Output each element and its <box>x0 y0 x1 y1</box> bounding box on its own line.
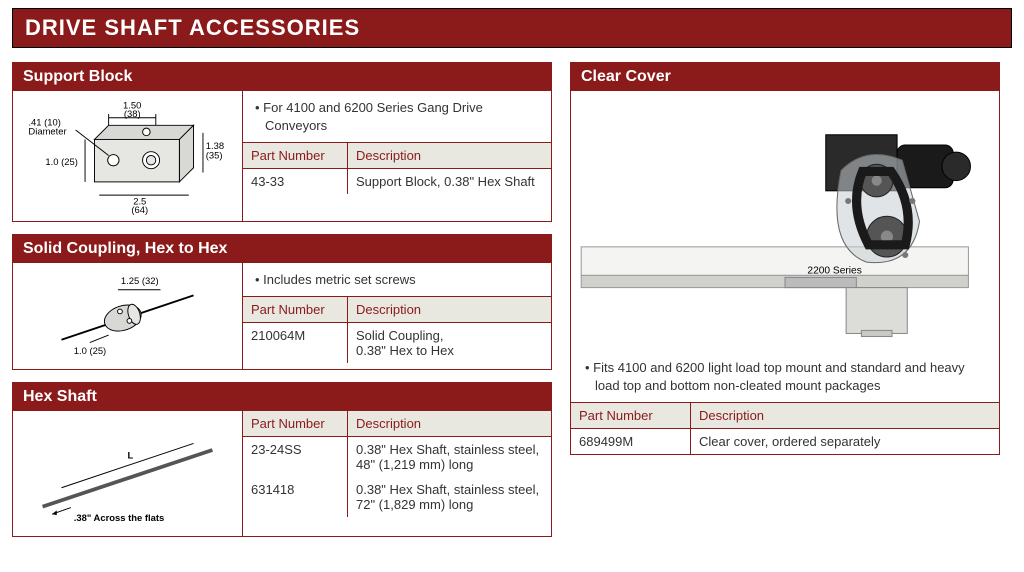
columns: Support Block <box>12 62 1012 537</box>
table-row: 43-33 Support Block, 0.38" Hex Shaft <box>243 169 551 194</box>
coupling-diagram: 1.25 (32) 1.0 (25) <box>13 263 243 369</box>
table-header: Part Number Description <box>571 403 999 429</box>
right-column: Clear Cover 2200 Series <box>570 62 1000 537</box>
section-title: Hex Shaft <box>13 383 551 411</box>
svg-text:(38): (38) <box>124 108 141 119</box>
th-part: Part Number <box>243 143 348 168</box>
svg-text:Diameter: Diameter <box>28 126 66 137</box>
cell-desc: Solid Coupling, 0.38" Hex to Hex <box>348 323 551 363</box>
support-block-diagram: 1.50 (38) 1.38 (35) 1.0 (25) 2.5 (64) .4… <box>13 91 243 221</box>
page-title: DRIVE SHAFT ACCESSORIES <box>12 8 1012 48</box>
th-part: Part Number <box>243 297 348 322</box>
th-desc: Description <box>348 297 551 322</box>
table-header: Part Number Description <box>243 143 551 169</box>
svg-text:L: L <box>128 450 134 461</box>
table-row: 23-24SS 0.38" Hex Shaft, stainless steel… <box>243 437 551 477</box>
section-support-block: Support Block <box>12 62 552 222</box>
note: • For 4100 and 6200 Series Gang Drive Co… <box>243 91 551 143</box>
section-clear-cover: Clear Cover 2200 Series <box>570 62 1000 455</box>
clear-cover-photo: 2200 Series <box>571 91 999 351</box>
cell-part: 43-33 <box>243 169 348 194</box>
th-part: Part Number <box>571 403 691 428</box>
table-header: Part Number Description <box>243 297 551 323</box>
cell-desc: 0.38" Hex Shaft, stainless steel, 48" (1… <box>348 437 551 477</box>
svg-text:(35): (35) <box>206 149 223 160</box>
th-part: Part Number <box>243 411 348 436</box>
table-header: Part Number Description <box>243 411 551 437</box>
svg-text:(64): (64) <box>131 204 148 215</box>
table-row: 689499M Clear cover, ordered separately <box>571 429 999 454</box>
cell-desc: 0.38" Hex Shaft, stainless steel, 72" (1… <box>348 477 551 517</box>
svg-text:2200 Series: 2200 Series <box>807 265 861 276</box>
svg-text:.38" Across the flats: .38" Across the flats <box>74 512 165 523</box>
svg-text:1.0 (25): 1.0 (25) <box>74 345 106 356</box>
svg-text:1.0 (25): 1.0 (25) <box>45 156 77 167</box>
cell-part: 23-24SS <box>243 437 348 477</box>
section-title: Clear Cover <box>571 63 999 91</box>
section-title: Solid Coupling, Hex to Hex <box>13 235 551 263</box>
cell-part: 689499M <box>571 429 691 454</box>
table-row: 631418 0.38" Hex Shaft, stainless steel,… <box>243 477 551 517</box>
note: • Fits 4100 and 6200 light load top moun… <box>571 351 999 403</box>
section-solid-coupling: Solid Coupling, Hex to Hex 1.25 (32) <box>12 234 552 370</box>
svg-text:1.25 (32): 1.25 (32) <box>121 275 159 286</box>
cell-desc: Support Block, 0.38" Hex Shaft <box>348 169 551 194</box>
cell-part: 210064M <box>243 323 348 363</box>
section-title: Support Block <box>13 63 551 91</box>
th-desc: Description <box>348 411 551 436</box>
section-hex-shaft: Hex Shaft L .38" Across the flats Part N… <box>12 382 552 537</box>
hex-shaft-diagram: L .38" Across the flats <box>13 411 243 536</box>
th-desc: Description <box>348 143 551 168</box>
left-column: Support Block <box>12 62 552 537</box>
cell-desc: Clear cover, ordered separately <box>691 429 999 454</box>
th-desc: Description <box>691 403 999 428</box>
cell-part: 631418 <box>243 477 348 517</box>
note: • Includes metric set screws <box>243 263 551 298</box>
table-row: 210064M Solid Coupling, 0.38" Hex to Hex <box>243 323 551 363</box>
